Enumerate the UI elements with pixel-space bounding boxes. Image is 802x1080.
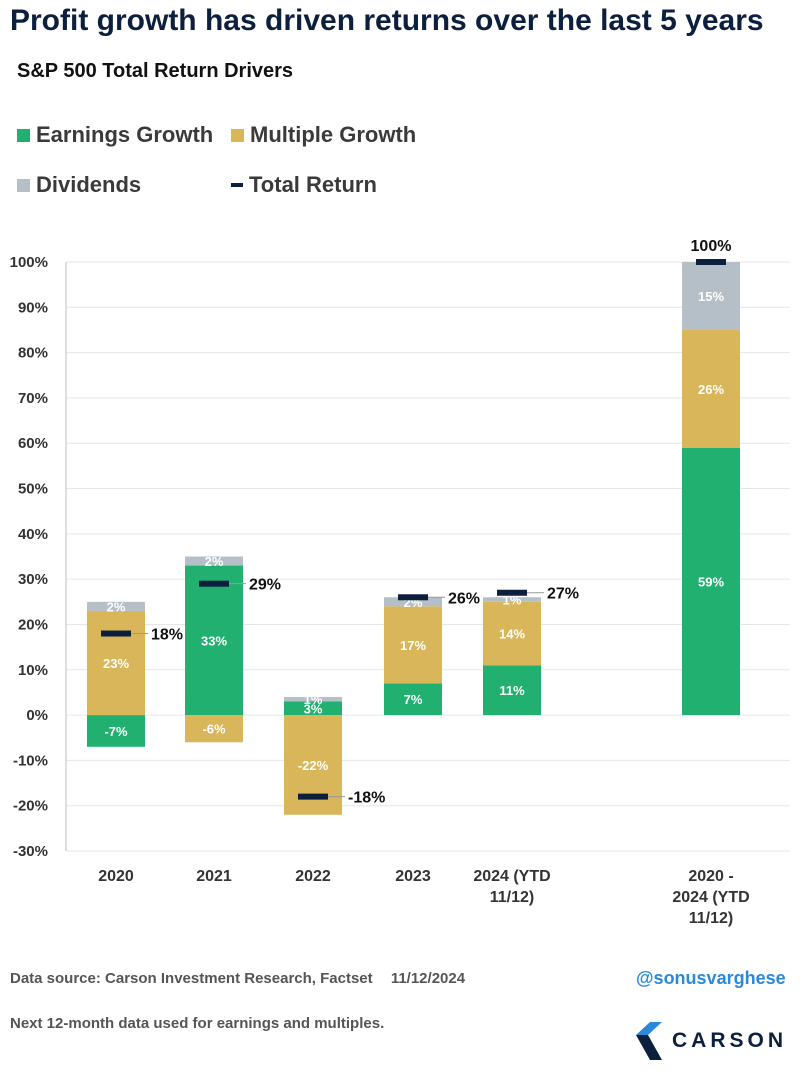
y-tick-label: 50% <box>18 481 48 498</box>
x-tick-label: 2022 <box>295 868 331 885</box>
total-return-marker <box>497 589 527 596</box>
x-tick-label: 2021 <box>196 868 232 885</box>
y-tick-label: 70% <box>18 390 48 407</box>
stacked-bar-chart: 100% 90% 80% 70% 60% 50% 40% 30% 20% 10% 0% -10% -20… <box>10 238 790 927</box>
bar-segment-earnings <box>384 683 442 716</box>
total-return-label: 26% <box>448 590 480 607</box>
total-return-marker <box>696 259 726 265</box>
bar-segment-multiple <box>87 610 145 716</box>
bar-segment-multiple <box>682 329 740 448</box>
total-return-marker <box>199 580 229 587</box>
total-return-marker <box>101 630 131 637</box>
carson-logo-text: CARSON <box>672 1029 788 1052</box>
legend-multiple-swatch <box>231 128 244 142</box>
data-label-dividends: 15% <box>698 289 724 304</box>
legend-dividends-label: Dividends <box>36 172 142 197</box>
data-label-earnings: 7% <box>404 692 423 707</box>
total-return-label: 29% <box>249 577 281 594</box>
y-tick-label: 60% <box>18 435 48 452</box>
data-label-dividends: 2% <box>107 599 126 614</box>
total-return-marker <box>298 793 328 800</box>
x-tick-label: 2024 (YTD <box>473 868 550 885</box>
bar-segment-multiple <box>483 601 541 666</box>
data-label-multiple: 17% <box>400 638 426 653</box>
bar-segment-multiple <box>384 606 442 684</box>
data-label-multiple: 23% <box>103 656 129 671</box>
legend-earnings-label: Earnings Growth <box>36 122 214 147</box>
data-label-earnings: 33% <box>201 633 227 648</box>
y-tick-label: 90% <box>18 299 48 316</box>
legend-dividends: Dividends <box>17 172 141 198</box>
y-tick-label: 80% <box>18 345 48 362</box>
carson-logo: CARSON <box>636 1022 787 1060</box>
x-tick-label: 2020 - <box>688 868 733 885</box>
y-tick-label: 10% <box>18 662 48 679</box>
x-tick-label: 11/12) <box>490 889 534 906</box>
bar-segment-dividends <box>384 597 442 607</box>
y-tick-label: 20% <box>18 616 48 633</box>
legend-earnings-swatch <box>17 128 30 142</box>
data-label-earnings: 59% <box>698 574 724 589</box>
legend-total-return-label: Total Return <box>249 172 377 197</box>
bar-segment-earnings <box>483 665 541 716</box>
y-tick-label: 0% <box>26 707 48 724</box>
x-tick-label: 2020 <box>98 868 134 885</box>
footnote: Next 12-month data used for earnings and… <box>10 1015 385 1032</box>
bar-segment-earnings <box>87 715 145 747</box>
y-tick-label: -30% <box>13 843 48 860</box>
y-tick-label: -10% <box>13 752 48 769</box>
bar-segment-dividends <box>284 696 342 702</box>
data-label-earnings: 3% <box>304 701 323 716</box>
data-label-earnings: 11% <box>499 683 525 698</box>
bar-segment-earnings <box>682 447 740 716</box>
data-source-text: Data source: Carson Investment Research,… <box>10 970 373 987</box>
data-label-dividends: 2% <box>205 554 224 569</box>
data-label-multiple: -6% <box>202 722 226 737</box>
x-tick-label: 11/12) <box>689 910 733 927</box>
total-return-label: -18% <box>348 790 385 807</box>
y-tick-label: 30% <box>18 571 48 588</box>
data-label-dividends: 1% <box>503 593 522 608</box>
legend-dividends-swatch <box>17 178 30 192</box>
carson-logo-icon <box>636 1022 662 1060</box>
bar-segment-dividends <box>87 601 145 611</box>
bar-segment-earnings <box>284 701 342 716</box>
data-label-multiple: 14% <box>499 627 525 642</box>
x-tick-label: 2024 (YTD <box>672 889 749 906</box>
y-tick-label: 100% <box>10 254 48 271</box>
data-source: Data source: Carson Investment Research,… <box>10 970 465 987</box>
total-return-marker <box>398 594 428 601</box>
page-title: Profit growth has driven returns over th… <box>10 4 764 37</box>
total-return-label: 100% <box>691 238 732 255</box>
bar-segment-earnings <box>185 565 243 716</box>
y-tick-label: 40% <box>18 526 48 543</box>
data-source-date: 11/12/2024 <box>390 970 466 987</box>
legend-earnings: Earnings Growth <box>17 122 213 148</box>
x-tick-label: 2023 <box>395 868 431 885</box>
legend-multiple-label: Multiple Growth <box>250 122 417 147</box>
bar-segment-dividends <box>682 262 740 330</box>
data-label-multiple: -22% <box>298 758 329 773</box>
total-return-label: 27% <box>547 586 579 603</box>
legend-total-return: Total Return <box>231 172 377 198</box>
data-label-multiple: 26% <box>698 382 724 397</box>
y-tick-label: -20% <box>13 798 48 815</box>
author-handle: @sonusvarghese <box>636 968 786 988</box>
bar-segment-dividends <box>483 597 541 602</box>
bar-segment-dividends <box>185 556 243 566</box>
legend-multiple: Multiple Growth <box>231 122 416 148</box>
total-return-label: 18% <box>151 627 183 644</box>
bar-segment-multiple <box>185 715 243 743</box>
data-label-earnings: -7% <box>104 724 128 739</box>
data-label-dividends: 1% <box>304 692 323 707</box>
legend-total-return-marker <box>231 183 243 187</box>
chart-subtitle: S&P 500 Total Return Drivers <box>17 60 294 82</box>
